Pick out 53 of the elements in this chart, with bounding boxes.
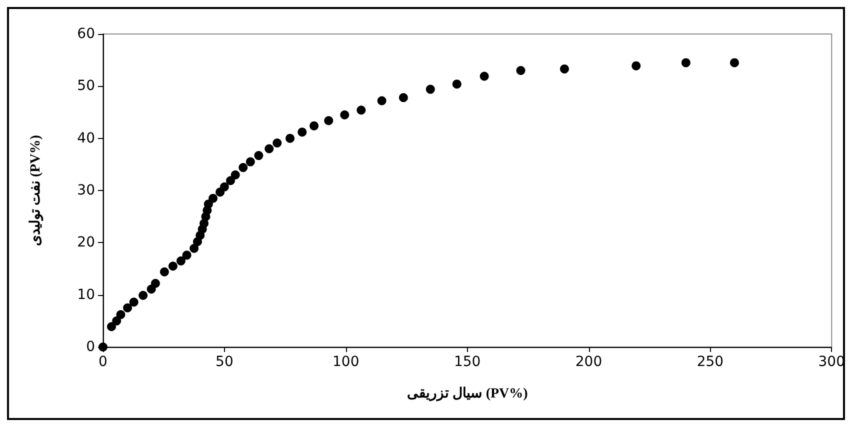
x-tick-label: 250 (696, 354, 724, 370)
point (286, 134, 295, 143)
point (190, 244, 199, 253)
point (254, 151, 264, 160)
point (150, 278, 160, 288)
point (204, 200, 213, 209)
y-tick-label: 10 (77, 286, 95, 303)
y-tick-label: 40 (77, 130, 95, 146)
point (129, 298, 138, 307)
point (168, 262, 178, 271)
y-tick-label: 0 (86, 339, 95, 355)
point (160, 267, 169, 276)
x-tick-label: 150 (454, 354, 481, 370)
point (264, 144, 274, 154)
point (398, 93, 408, 102)
point (730, 58, 739, 68)
point (226, 176, 236, 186)
point (220, 182, 229, 192)
point (560, 64, 569, 74)
point (340, 110, 350, 120)
x-tick-label: 200 (575, 354, 602, 370)
point (123, 303, 132, 312)
point (176, 256, 186, 266)
point (324, 116, 334, 126)
point (452, 80, 462, 89)
point (230, 170, 240, 180)
x-tick-label: 50 (216, 354, 234, 370)
point (426, 84, 435, 94)
point (208, 194, 218, 203)
x-axis-title: سیال تزریقی (PV%) (406, 386, 528, 402)
point (298, 128, 307, 137)
point (238, 163, 248, 172)
point (681, 58, 690, 68)
y-tick-label: 60 (77, 26, 95, 42)
y-tick-label: 20 (77, 234, 95, 251)
point (516, 66, 526, 76)
y-tick-label: 50 (77, 78, 95, 94)
point (480, 72, 489, 81)
point (182, 250, 192, 260)
point (116, 310, 126, 320)
point (107, 322, 116, 332)
y-axis-title: نفت تولیدی (PV%) (28, 134, 44, 246)
x-tick-label: 0 (98, 354, 108, 370)
point (310, 121, 319, 130)
y-tick-label: 30 (77, 182, 95, 198)
point (138, 290, 148, 300)
point (377, 96, 386, 106)
point (632, 61, 641, 70)
x-tick-label: 100 (332, 354, 360, 370)
point (272, 138, 282, 148)
point (112, 316, 122, 326)
point (246, 157, 255, 166)
point (356, 106, 366, 115)
